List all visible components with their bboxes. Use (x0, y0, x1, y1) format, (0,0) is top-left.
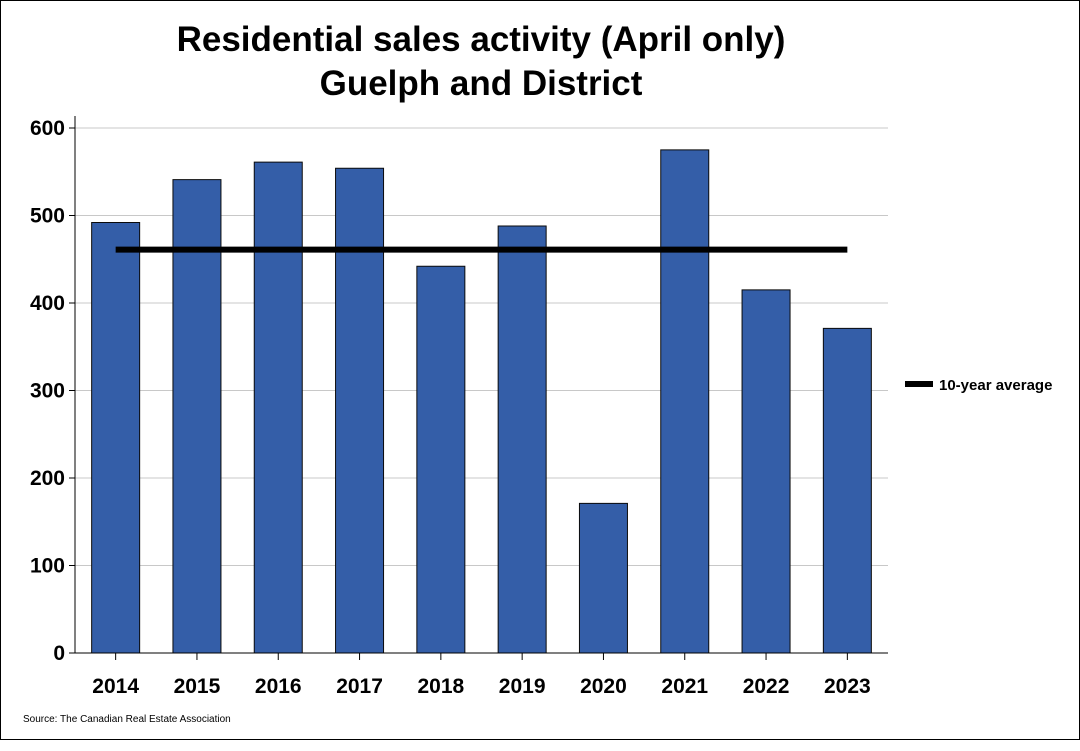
bar-2022 (741, 289, 791, 654)
x-tick-label: 2014 (92, 675, 139, 698)
axes (74, 116, 888, 654)
bar-2023 (822, 327, 872, 654)
bar-2016 (253, 161, 303, 654)
y-tick-label: 500 (30, 205, 65, 228)
legend: 10-year average (905, 377, 1052, 394)
bar-2021 (660, 149, 710, 654)
y-tick-label: 400 (30, 292, 65, 315)
x-tick-label: 2017 (336, 675, 383, 698)
y-tick-label: 600 (30, 117, 65, 140)
y-tick-label: 100 (30, 555, 65, 578)
chart-subtitle: Guelph and District (320, 64, 643, 103)
x-tick-labels: 2014 2015 2016 2017 2018 2019 2020 2021 2022 2023 (92, 653, 871, 698)
x-tick-label: 2015 (174, 675, 221, 698)
x-tick-label: 2020 (580, 675, 627, 698)
source-note: Source: The Canadian Real Estate Associa… (23, 714, 231, 725)
x-tick-label: 2019 (499, 675, 546, 698)
y-tick-label: 200 (30, 467, 65, 490)
bars (91, 149, 872, 654)
legend-label-average: 10-year average (939, 377, 1052, 394)
x-tick-label: 2023 (824, 675, 871, 698)
bar-2020 (578, 502, 628, 654)
bar-2019 (497, 225, 547, 654)
x-tick-label: 2018 (417, 675, 464, 698)
bar-2018 (416, 265, 466, 654)
y-tick-label: 0 (53, 642, 65, 665)
y-tick-label: 300 (30, 380, 65, 403)
x-tick-label: 2022 (743, 675, 790, 698)
bar-2014 (91, 222, 141, 654)
y-tick-labels: 0 100 200 300 400 500 600 (30, 117, 75, 665)
x-tick-label: 2021 (661, 675, 708, 698)
chart-title: Residential sales activity (April only) (177, 20, 786, 59)
bar-2017 (335, 167, 385, 654)
x-tick-label: 2016 (255, 675, 302, 698)
